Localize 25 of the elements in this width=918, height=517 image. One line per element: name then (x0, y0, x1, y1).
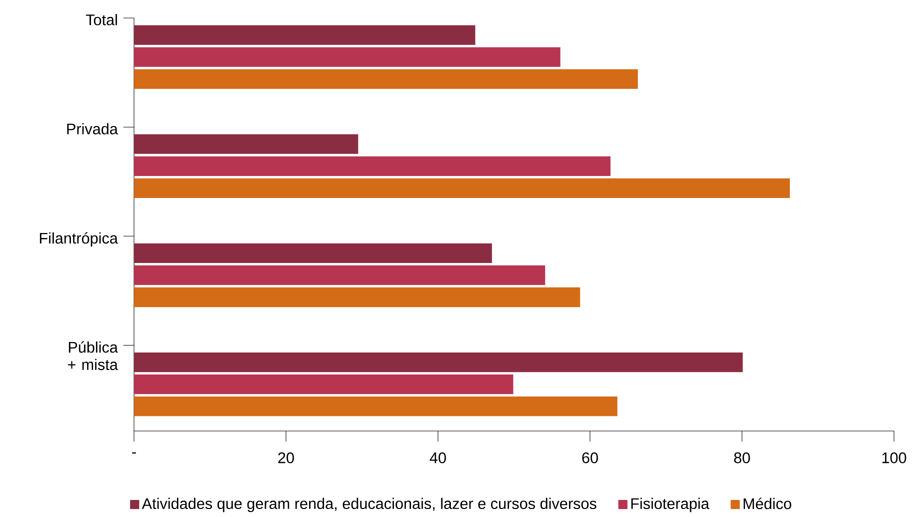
x-tick-label: - (132, 452, 136, 454)
bar (134, 69, 638, 89)
bar (134, 374, 514, 394)
y-tick-label: Pública + mista (68, 341, 118, 370)
x-tick-label: 80 (734, 452, 750, 464)
legend-label: Atividades que geram renda, educacionais, lazer e cursos diversos (142, 498, 596, 512)
bar (134, 243, 492, 263)
bar (134, 156, 611, 176)
bar (134, 396, 618, 416)
y-tick-label: Privada (67, 123, 118, 134)
x-tick-label: 40 (430, 452, 446, 464)
bar (134, 178, 790, 198)
x-tick-label: 20 (278, 452, 294, 464)
bar (134, 134, 358, 154)
bar (134, 47, 560, 67)
bar (134, 287, 580, 308)
bar (134, 352, 743, 372)
bar (134, 25, 476, 45)
legend-label: Médico (744, 498, 792, 510)
bar (134, 265, 546, 286)
y-tick-label: Filantrópica (40, 232, 118, 247)
x-tick-label: 60 (582, 452, 598, 464)
x-tick-label: 100 (882, 452, 906, 464)
y-tick-label: Total (86, 14, 117, 26)
legend-label: Fisioterapia (631, 498, 710, 512)
